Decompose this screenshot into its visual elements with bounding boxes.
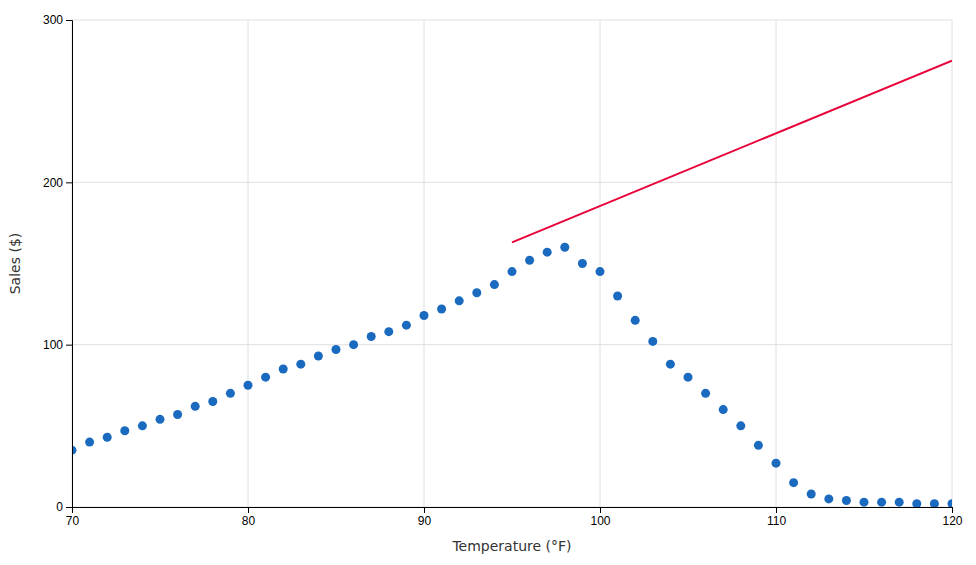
grid [72, 20, 952, 507]
tick-mark [66, 182, 72, 183]
tick-label: 70 [66, 514, 80, 528]
y-axis-title: Sales ($) [7, 233, 23, 295]
point [490, 280, 499, 289]
point [736, 421, 745, 430]
point [367, 332, 376, 341]
point [437, 304, 446, 313]
tick-mark [600, 507, 601, 513]
x-axis: 70 80 90 100 110 120 [66, 507, 963, 528]
point [296, 360, 305, 369]
point [948, 499, 953, 507]
point [402, 321, 411, 330]
point [578, 259, 587, 268]
point [807, 490, 816, 499]
point [877, 498, 886, 507]
tick-mark [424, 507, 425, 513]
point [261, 373, 270, 382]
point [525, 256, 534, 265]
tick-label: 200 [43, 176, 63, 190]
point [226, 389, 235, 398]
grid-line-x [424, 20, 425, 507]
tick: 120 [942, 507, 962, 528]
point [895, 498, 904, 507]
tick-label: 90 [418, 514, 432, 528]
point [648, 337, 657, 346]
point [666, 360, 675, 369]
point [754, 441, 763, 450]
point [860, 498, 869, 507]
point [701, 389, 710, 398]
point [684, 373, 693, 382]
point [384, 327, 393, 336]
point [508, 267, 517, 276]
point [930, 499, 939, 507]
grid-line-x [952, 20, 953, 507]
point [472, 288, 481, 297]
tick-mark [66, 20, 72, 21]
grid-line-y [72, 344, 952, 345]
point [719, 405, 728, 414]
tick-mark [66, 345, 72, 346]
point [912, 499, 921, 507]
point [156, 415, 165, 424]
grid-line-y [72, 182, 952, 183]
tick-label: 100 [590, 514, 610, 528]
point [85, 438, 94, 447]
tick-label: 100 [43, 338, 63, 352]
y-axis: 0 100 200 300 [43, 13, 73, 514]
tick: 100 [43, 338, 72, 352]
tick-label: 0 [56, 500, 63, 514]
tick: 300 [43, 13, 72, 27]
point [560, 243, 569, 252]
tick: 100 [590, 507, 610, 528]
grid-line-x [248, 20, 249, 507]
tick-label: 110 [767, 514, 786, 528]
plot: 70 80 90 100 110 120 0 100 200 300 [43, 13, 963, 527]
point [455, 296, 464, 305]
tick-mark [952, 507, 953, 513]
tick-label: 120 [942, 514, 962, 528]
point [349, 340, 358, 349]
point [173, 410, 182, 419]
x-axis-title: Temperature (°F) [451, 538, 571, 554]
point [631, 316, 640, 325]
tick-mark [248, 507, 249, 513]
tick-label: 80 [242, 514, 256, 528]
chart: 70 80 90 100 110 120 0 100 200 300 Temperature (°F… [0, 0, 976, 565]
point [314, 352, 323, 361]
point [842, 496, 851, 505]
tick: 200 [43, 176, 72, 190]
point [191, 402, 200, 411]
point [543, 248, 552, 257]
axis-line [66, 21, 73, 508]
point [138, 421, 147, 430]
grid-line-x [600, 20, 601, 507]
tick: 110 [767, 507, 786, 528]
point [613, 291, 622, 300]
tick-mark [776, 507, 777, 513]
tick-mark [66, 507, 72, 508]
point [596, 267, 605, 276]
point [244, 381, 253, 390]
point [103, 433, 112, 442]
axis-line [73, 508, 953, 514]
points [72, 243, 952, 507]
point [789, 478, 798, 487]
point [420, 311, 429, 320]
tick-label: 300 [43, 13, 63, 27]
tick: 90 [418, 507, 432, 528]
point [279, 365, 288, 374]
point [772, 459, 781, 468]
grid-line-x [776, 20, 777, 507]
tick: 80 [242, 507, 256, 528]
point [120, 426, 129, 435]
line [512, 61, 952, 243]
point [332, 345, 341, 354]
grid-line-y [72, 20, 952, 21]
point [824, 494, 833, 503]
point [208, 397, 217, 406]
tick: 70 [66, 507, 80, 528]
tick: 0 [56, 500, 72, 514]
marks [72, 61, 952, 507]
